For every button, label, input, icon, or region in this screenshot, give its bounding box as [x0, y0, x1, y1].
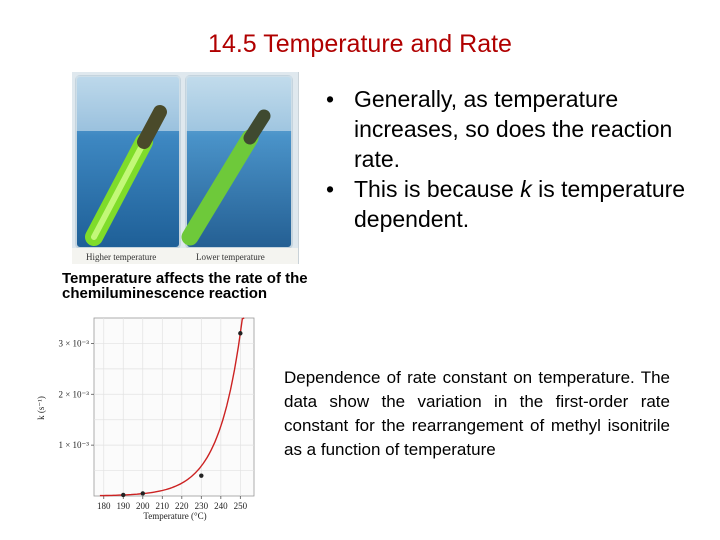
x-tick-label: 230: [195, 501, 209, 511]
bullet-text-prefix: This is because: [354, 176, 521, 202]
data-point: [140, 491, 145, 496]
chart-svg: k (s⁻¹) Temperature (°C) 180 190 200 210 220…: [36, 317, 255, 521]
bullet-list: • Generally, as temperature increases, s…: [326, 84, 706, 234]
plot-area: [93, 317, 255, 497]
data-point: [199, 473, 204, 478]
x-tick-label: 240: [214, 501, 228, 511]
photo-label-lower: Lower temperature: [196, 252, 265, 262]
x-tick-label: 220: [175, 501, 189, 511]
y-axis-label: k (s⁻¹): [36, 396, 46, 420]
bullet-text: Generally, as temperature increases, so …: [354, 86, 673, 172]
data-point: [238, 331, 243, 336]
bullet-symbol: •: [326, 86, 335, 112]
y-tick-label: 3 × 10⁻³: [58, 338, 89, 348]
bullet-symbol: •: [326, 176, 335, 202]
x-tick-label: 190: [117, 501, 131, 511]
photo-caption: Temperature affects the rate of the chem…: [62, 270, 308, 302]
slide-title: 14.5 Temperature and Rate: [208, 30, 512, 58]
chart-caption: Dependence of rate constant on temperatu…: [284, 368, 670, 459]
y-tick-label: 1 × 10⁻³: [58, 440, 89, 450]
x-axis-label: Temperature (°C): [143, 511, 206, 521]
bullet-text-italic-k: k: [520, 176, 532, 202]
photo-label-higher: Higher temperature: [86, 252, 156, 262]
x-tick-label: 200: [136, 501, 150, 511]
x-tick-label: 180: [97, 501, 111, 511]
bullet-item: • Generally, as temperature increases, s…: [326, 84, 706, 174]
data-point: [121, 492, 126, 498]
glowstick-photo-image: Higher temperature Lower temperature: [72, 72, 298, 264]
x-tick-label: 210: [156, 501, 170, 511]
bullet-text-suffix: is temperature dependent.: [354, 176, 686, 232]
bullet-item: • This is because k is temperature depen…: [326, 174, 706, 234]
glowstick-photo: Higher temperature Lower temperature: [72, 72, 299, 264]
x-tick-label: 250: [234, 501, 248, 511]
y-tick-label: 2 × 10⁻³: [58, 389, 89, 399]
rate-constant-chart: k (s⁻¹) Temperature (°C) 180 190 200 210 220…: [36, 312, 262, 522]
